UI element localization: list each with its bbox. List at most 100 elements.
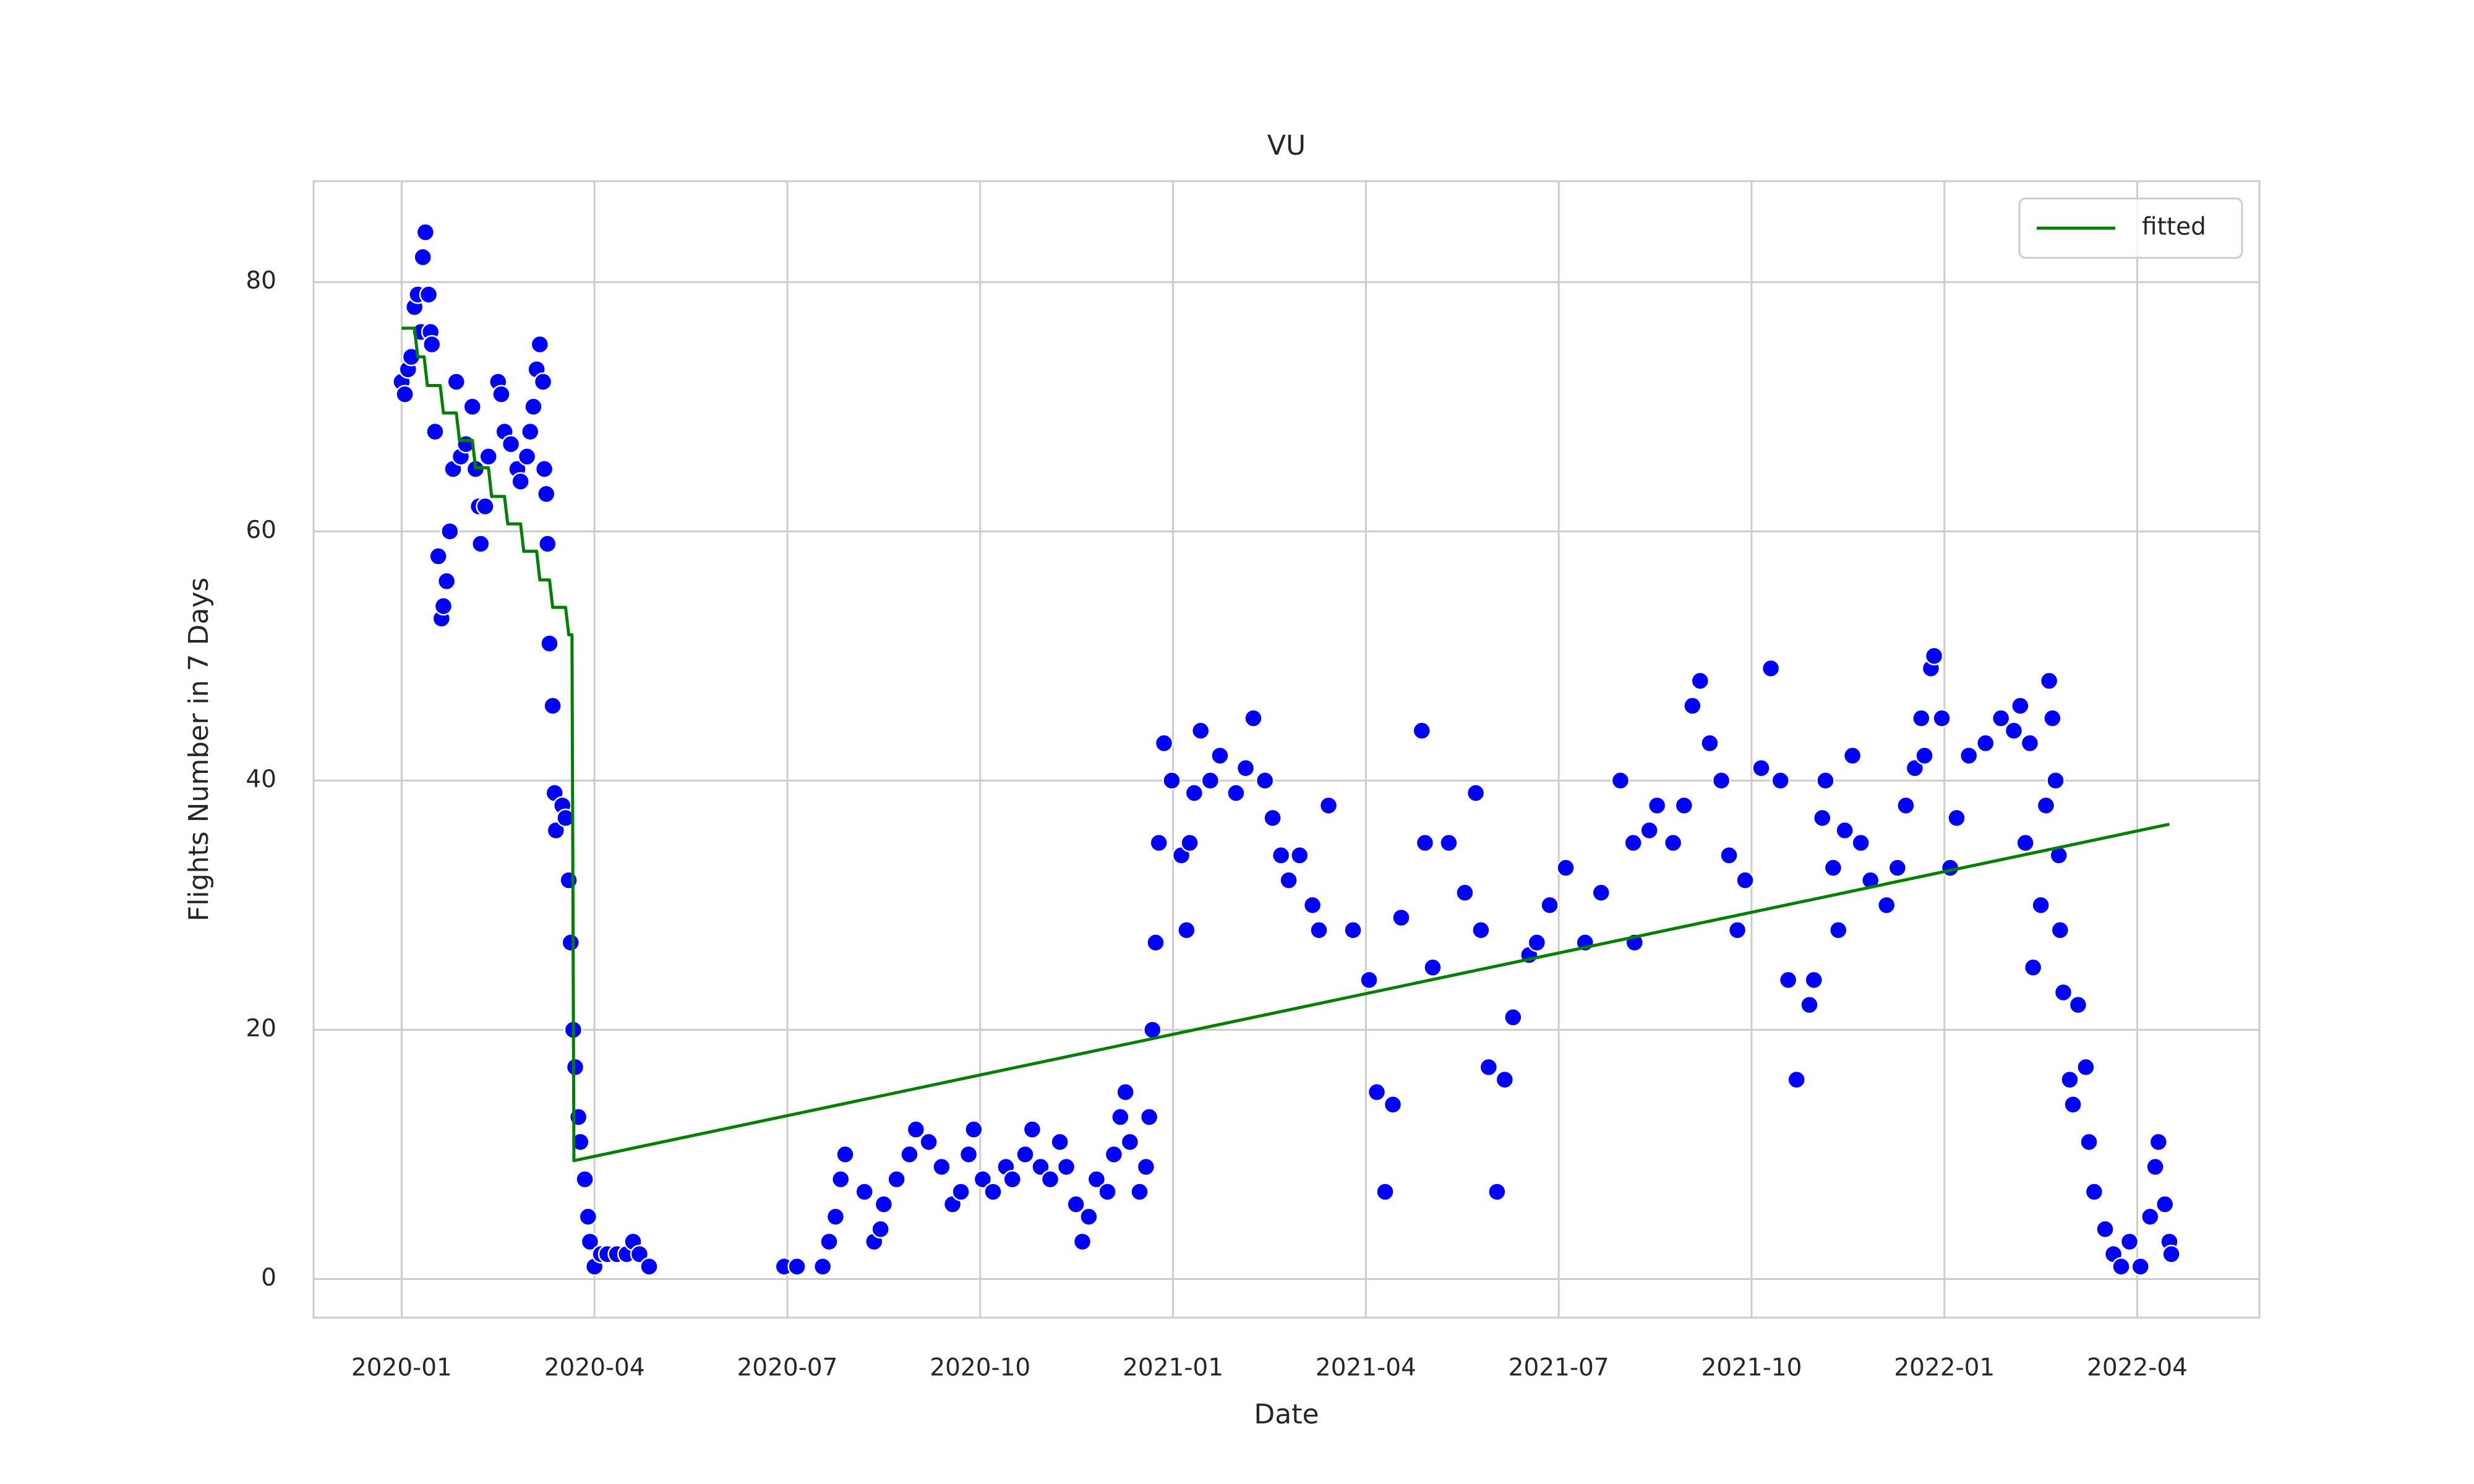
scatter-point	[1079, 1207, 1098, 1227]
scatter-point	[906, 1120, 926, 1139]
scatter-point	[1860, 871, 1880, 890]
scatter-point	[1255, 771, 1275, 790]
scatter-point	[1031, 1157, 1050, 1177]
scatter-point	[1640, 821, 1659, 840]
scatter-point	[855, 1182, 874, 1201]
scatter-point	[429, 547, 448, 566]
scatter-point	[538, 534, 557, 553]
scatter-point	[2149, 1132, 2168, 1152]
scatter-point	[2076, 1057, 2095, 1077]
scatter-point	[2084, 1182, 2104, 1201]
scatter-point	[1162, 771, 1181, 790]
scatter-point	[1683, 696, 1702, 715]
scatter-point	[836, 1145, 855, 1164]
scatter-point	[1136, 1157, 1156, 1177]
scatter-point	[1149, 833, 1168, 853]
scatter-point	[1787, 1070, 1806, 1090]
scatter-point	[571, 1132, 590, 1152]
scatter-point	[1771, 771, 1790, 790]
scatter-point	[1905, 758, 1925, 778]
legend-box	[2018, 197, 2243, 259]
x-tick-label: 2020-10	[930, 1354, 1030, 1382]
scatter-point	[1487, 1182, 1507, 1201]
scatter-point	[959, 1145, 978, 1164]
scatter-point	[536, 484, 556, 504]
scatter-point	[2079, 1132, 2099, 1152]
scatter-point	[630, 1244, 649, 1264]
scatter-point	[919, 1132, 938, 1152]
scatter-point	[1016, 1145, 1035, 1164]
scatter-point	[524, 397, 543, 417]
scatter-point	[2060, 1070, 2079, 1090]
scatter-point	[463, 397, 482, 417]
scatter-point	[1343, 920, 1363, 940]
scatter-point	[1690, 671, 1710, 691]
scatter-point	[1663, 833, 1683, 853]
scatter-point	[1066, 1195, 1085, 1214]
scatter-point	[1376, 1182, 1395, 1201]
scatter-point	[1752, 758, 1771, 778]
scatter-point	[1727, 920, 1747, 940]
scatter-point	[1829, 920, 1848, 940]
scatter-point	[951, 1182, 970, 1201]
scatter-point	[2020, 733, 2040, 753]
scatter-point	[434, 596, 453, 616]
x-tick-label: 2022-04	[2087, 1354, 2188, 1382]
scatter-point	[2023, 958, 2043, 977]
x-tick-label: 2021-07	[1509, 1354, 1609, 1382]
scatter-point	[1976, 733, 1995, 753]
scatter-point	[1367, 1082, 1387, 1102]
marks-layer	[392, 223, 2181, 1276]
scatter-point	[2146, 1157, 2165, 1177]
scatter-point	[2162, 1244, 2181, 1264]
chart-title: VU	[1267, 130, 1306, 161]
scatter-point	[871, 1219, 890, 1239]
scatter-point	[2155, 1195, 2175, 1214]
scatter-point	[640, 1257, 659, 1276]
scatter-point	[1877, 895, 1896, 915]
scatter-point	[540, 634, 559, 653]
scatter-point	[983, 1182, 1003, 1201]
scatter-point	[1932, 709, 1951, 728]
scatter-point	[2131, 1257, 2150, 1276]
scatter-point	[932, 1157, 951, 1177]
scatter-point	[395, 385, 414, 404]
scatter-point	[1674, 796, 1694, 815]
legend: fitted	[2018, 197, 2243, 259]
scatter-point	[1471, 920, 1491, 940]
scatter-point	[1843, 746, 1862, 765]
scatter-point	[1700, 733, 1719, 753]
scatter-point	[1056, 1157, 1076, 1177]
scatter-point	[1439, 833, 1458, 853]
x-tick-label: 2021-01	[1123, 1354, 1223, 1382]
scatter-point	[2011, 696, 2030, 715]
scatter-point	[530, 335, 550, 354]
scatter-point	[1392, 908, 1411, 927]
scatter-point	[787, 1257, 807, 1276]
y-tick-label: 80	[246, 267, 276, 295]
scatter-point	[1087, 1170, 1106, 1189]
scatter-point	[1504, 1008, 1523, 1027]
scatter-point	[831, 1170, 850, 1189]
x-axis-label: Date	[1254, 1399, 1319, 1430]
scatter-point	[874, 1195, 894, 1214]
scatter-point	[1303, 895, 1322, 915]
scatter-point	[1624, 833, 1643, 853]
scatter-point	[2031, 895, 2050, 915]
scatter-point	[2120, 1232, 2139, 1252]
scatter-point	[419, 285, 439, 304]
scatter-point	[1540, 895, 1559, 915]
scatter-point	[2112, 1257, 2131, 1276]
scatter-point	[1736, 871, 1755, 890]
scatter-point	[1896, 796, 1915, 815]
scatter-point	[1778, 970, 1798, 990]
scatter-point	[2043, 709, 2062, 728]
scatter-point	[2050, 920, 2070, 940]
scatter-point	[1116, 1082, 1135, 1102]
scatter-point	[1139, 1107, 1159, 1127]
scatter-point	[826, 1207, 845, 1227]
scatter-point	[1991, 709, 2011, 728]
y-tick-label: 0	[261, 1264, 276, 1292]
scatter-point	[1180, 833, 1199, 853]
